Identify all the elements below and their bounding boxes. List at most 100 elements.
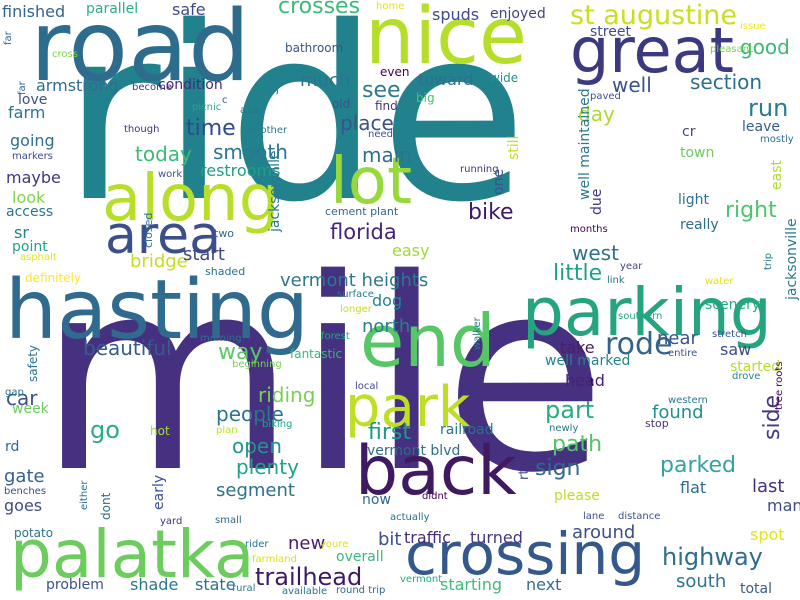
word-either: benches — [4, 486, 47, 497]
word-start: start — [183, 244, 225, 265]
word-riding: riding — [258, 383, 316, 407]
word-months: pleasant — [710, 44, 754, 55]
word-street: street — [590, 24, 631, 40]
word-much: much — [300, 70, 351, 91]
word-starting: starting — [440, 575, 503, 594]
word-back: back — [355, 432, 517, 511]
word-great: great — [570, 14, 734, 87]
word-safe: safe — [172, 0, 206, 19]
word-leave: due — [589, 188, 605, 215]
word-dont: potato — [14, 526, 54, 540]
word-sr: sr — [14, 223, 29, 242]
word-old: old — [332, 97, 351, 111]
word-time: time — [186, 116, 236, 141]
word-actually: please — [554, 488, 600, 504]
word-love: cross — [52, 49, 78, 60]
word-crossing: crossing — [405, 520, 646, 588]
word-biking: early — [151, 474, 167, 510]
word-western: newly — [549, 423, 579, 434]
word-fantastic: morning — [200, 333, 242, 344]
word-trip: issue — [740, 21, 766, 32]
word-today: today — [135, 142, 192, 166]
word-southern: entire — [668, 348, 698, 359]
word-along: along — [102, 162, 280, 236]
word-pleasant: paved — [590, 91, 621, 102]
word-point: point — [12, 239, 48, 255]
word-road: road — [30, 0, 251, 104]
word-new: new — [288, 533, 326, 554]
word-found: found — [652, 402, 704, 423]
word-now: railroad — [440, 422, 494, 438]
word-wide: wide — [490, 71, 519, 85]
word-around: around — [572, 522, 636, 543]
word-right: right — [725, 198, 777, 223]
word-plan: hot — [150, 424, 170, 438]
word-ride: ride — [62, 0, 528, 255]
word-mile: mile — [38, 223, 607, 531]
word-day: day — [578, 102, 615, 126]
word-good: good — [740, 35, 790, 59]
word-become: picnic — [192, 102, 222, 113]
word-open: open — [232, 434, 282, 458]
word-people: people — [216, 402, 284, 426]
word-car: car — [6, 386, 38, 410]
word-parked: parked — [660, 453, 736, 478]
word-surface: plan — [216, 425, 238, 436]
word-plenty: plenty — [236, 455, 299, 479]
word-next: next — [526, 575, 562, 594]
word-morning: surface — [337, 289, 374, 300]
word-park: park — [345, 375, 471, 440]
word-shade: shade — [130, 575, 179, 594]
word-c: a1a — [240, 105, 259, 116]
word-beautiful: beautiful — [83, 336, 172, 360]
word-shaded: one — [491, 168, 507, 195]
word-nice: nice — [365, 0, 527, 82]
word-stretch: drove — [732, 371, 761, 382]
word-trailhead: trailhead — [255, 563, 363, 591]
word-goes: goes — [4, 496, 43, 515]
word-markers: far — [17, 81, 28, 95]
word-section: section — [690, 70, 763, 94]
word-couple: months — [570, 224, 608, 235]
word-longer: biking — [262, 419, 293, 430]
word-closed: shaded — [205, 265, 246, 278]
word-vermont-heights: vermont heights — [280, 270, 429, 291]
word-place: place — [340, 111, 394, 135]
word-little: little — [553, 261, 603, 286]
word-town: town — [680, 145, 715, 161]
word-problem: problem — [46, 577, 104, 593]
word-farm: farm — [8, 103, 46, 122]
word-scenery: scenery — [705, 297, 761, 313]
word-segment: segment — [216, 480, 295, 501]
word-bike: bike — [468, 200, 514, 225]
word-dog: dog — [372, 291, 403, 310]
word-condition: condition — [158, 77, 223, 93]
word-look: look — [12, 188, 46, 207]
word-turned: turned — [470, 528, 523, 547]
word-paved: link — [607, 275, 625, 286]
word-access: access — [6, 204, 54, 220]
word-restrooms: restrooms — [200, 161, 281, 180]
word-way: way — [218, 340, 263, 365]
word-mostly: trip — [763, 252, 774, 270]
word-water: stretch — [712, 329, 747, 340]
word-youre: vermont — [400, 574, 443, 585]
word-head: head — [565, 371, 605, 390]
word-traffic: traffic — [404, 528, 451, 547]
word-even: even — [380, 65, 410, 79]
word-cement-plant: cement plant — [325, 205, 399, 218]
word-week: week — [12, 401, 49, 417]
word-maybe: maybe — [6, 168, 61, 187]
word-due: east — [769, 160, 785, 190]
word-rider: rural — [232, 583, 256, 594]
word-newly: lane — [583, 511, 605, 522]
word-easy: easy — [392, 241, 430, 260]
word-year: water — [705, 276, 734, 287]
word-highway: highway — [662, 543, 763, 571]
word-railroad: local — [355, 381, 379, 392]
word-farmland: available — [282, 586, 328, 597]
word-flat: flat — [680, 478, 707, 497]
word-t: distance — [618, 511, 661, 522]
word-hot: yard — [160, 516, 183, 527]
word-work: c — [222, 95, 228, 106]
